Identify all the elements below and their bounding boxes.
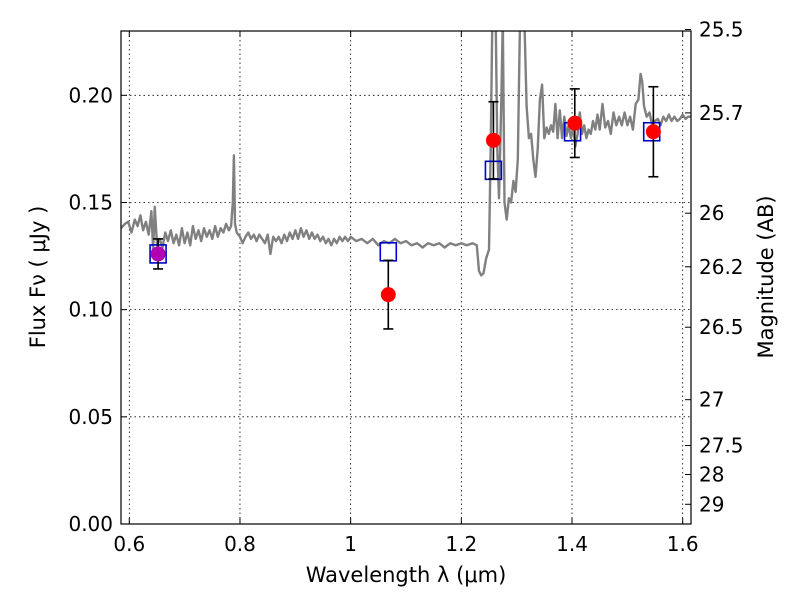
magnitude-tick-label: 26.2 bbox=[699, 255, 744, 279]
y-axis-label: Flux Fν ( μJy ) bbox=[26, 206, 50, 349]
observed-photometry-point bbox=[567, 115, 583, 131]
x-tick-label: 0.8 bbox=[224, 532, 256, 556]
x-axis-label: Wavelength λ (μm) bbox=[306, 563, 507, 587]
y-tick-label: 0.15 bbox=[68, 190, 113, 214]
x-tick-label: 1.2 bbox=[445, 532, 477, 556]
y-tick-label: 0.20 bbox=[68, 83, 113, 107]
magnitude-tick-label: 26 bbox=[699, 201, 724, 225]
right-axis-label: Magnitude (AB) bbox=[754, 195, 778, 358]
magnitude-tick-label: 27 bbox=[699, 388, 724, 412]
x-tick-label: 1 bbox=[344, 532, 357, 556]
magnitude-tick-label: 29 bbox=[699, 492, 724, 516]
x-tick-label: 1.4 bbox=[556, 532, 588, 556]
y-tick-label: 0.05 bbox=[68, 405, 113, 429]
magnitude-tick-label: 25.5 bbox=[699, 17, 744, 41]
magnitude-tick-label: 25.7 bbox=[699, 101, 744, 125]
model-sed-line bbox=[121, 31, 691, 277]
x-tick-label: 0.6 bbox=[113, 532, 145, 556]
magnitude-tick-label: 26.5 bbox=[699, 315, 744, 339]
magnitude-tick-label: 27.5 bbox=[699, 434, 744, 458]
observed-photometry-point bbox=[380, 287, 396, 303]
observed-photometry-point bbox=[150, 246, 166, 262]
magnitude-tick-label: 28 bbox=[699, 462, 724, 486]
plot-frame bbox=[120, 30, 692, 525]
axes: 0.6 0.8 1 1.2 1.4 1.6 0.00 0.05 0.10 0.15 0.20 25.5… bbox=[68, 17, 743, 556]
x-tick-label: 1.6 bbox=[667, 532, 699, 556]
model-sed-layer bbox=[121, 31, 691, 277]
observed-photometry-layer bbox=[150, 85, 661, 330]
observed-photometry-point bbox=[485, 132, 501, 148]
observed-photometry-point bbox=[645, 124, 661, 140]
y-tick-label: 0.10 bbox=[68, 298, 113, 322]
y-tick-label: 0.00 bbox=[68, 512, 113, 536]
